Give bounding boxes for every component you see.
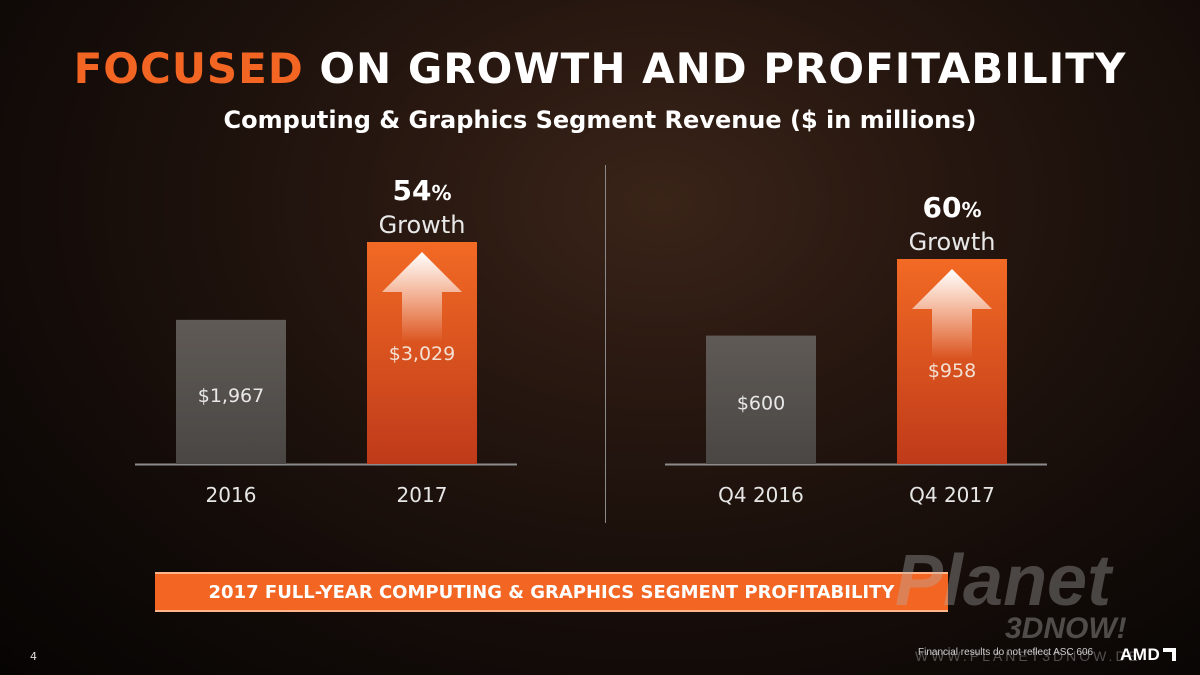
growth-arrow-icon (912, 269, 992, 359)
data-label: $958 (928, 360, 976, 382)
data-label: $3,029 (389, 343, 455, 365)
x-tick-label: Q4 2016 (718, 483, 804, 507)
title-rest: ON GROWTH AND PROFITABILITY (303, 44, 1127, 93)
logo-text: AMD (1120, 645, 1161, 664)
data-label: $1,967 (198, 385, 264, 407)
watermark-brand: Planet (895, 541, 1112, 621)
growth-arrow-icon (382, 252, 462, 342)
footer-note: Financial results do not reflect ASC 606 (918, 647, 1094, 658)
page-subtitle: Computing & Graphics Segment Revenue ($ … (223, 106, 977, 134)
growth-percent: 60% (922, 191, 981, 224)
amd-logo: AMD (1120, 645, 1177, 665)
bar-q4-2016 (706, 335, 816, 464)
x-tick-label: 2017 (397, 483, 448, 507)
logo-arrow-icon (1163, 648, 1177, 661)
x-tick-label: 2016 (206, 483, 257, 507)
watermark: Planet 3DNOW! WWW.PLANET3DNOW.DE (855, 540, 1200, 675)
profitability-banner: 2017 FULL-YEAR COMPUTING & GRAPHICS SEGM… (155, 572, 948, 612)
growth-label: Growth (379, 211, 466, 239)
title-accent: FOCUSED (73, 44, 304, 93)
chart-divider (605, 165, 606, 523)
watermark-sub: 3DNOW! (1005, 612, 1127, 645)
bar-2016 (176, 319, 286, 464)
data-label: $600 (737, 392, 785, 414)
banner-text: 2017 FULL-YEAR COMPUTING & GRAPHICS SEGM… (208, 581, 895, 603)
growth-label: Growth (909, 228, 996, 256)
x-tick-label: Q4 2017 (909, 483, 995, 507)
page-title: FOCUSED ON GROWTH AND PROFITABILITY (0, 44, 1200, 93)
watermark-url: WWW.PLANET3DNOW.DE (915, 648, 1141, 664)
page-number: 4 (30, 650, 37, 663)
growth-percent: 54% (392, 174, 451, 207)
